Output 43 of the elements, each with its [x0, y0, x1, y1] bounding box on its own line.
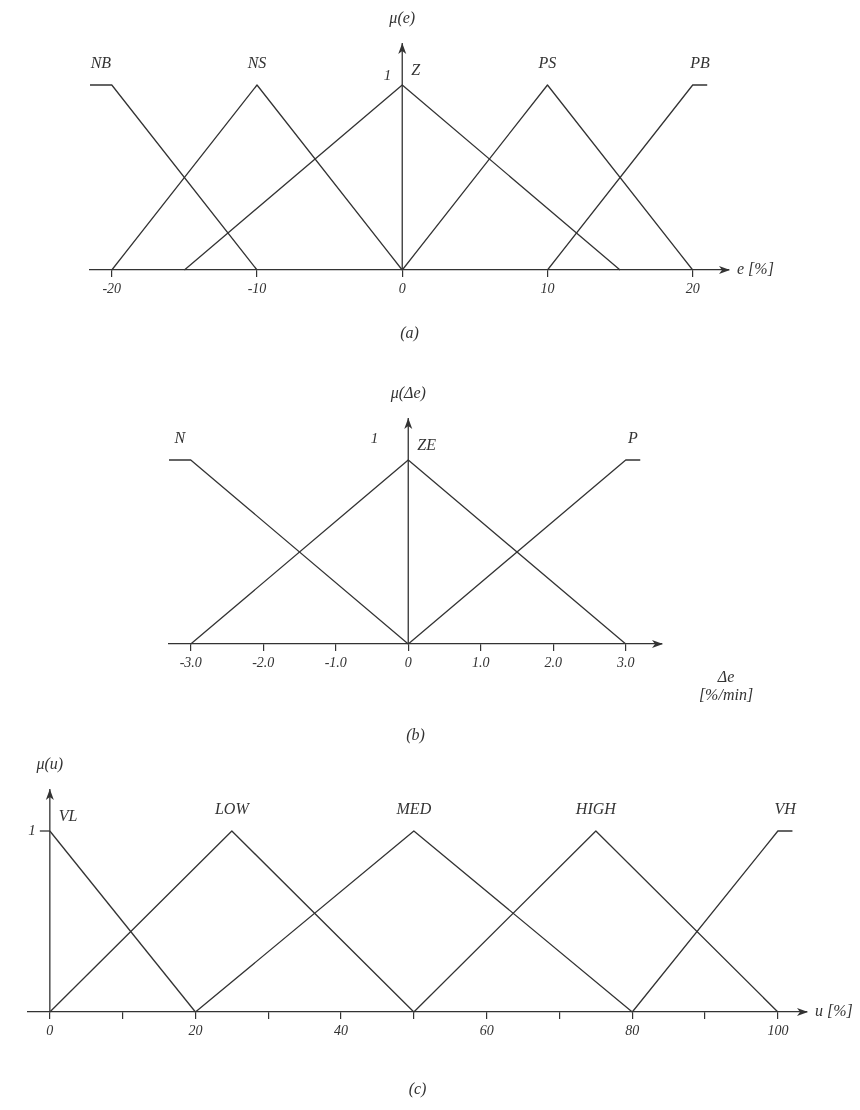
text: 1 [370, 429, 379, 446]
x-tick-label: 20 [188, 1023, 203, 1039]
x-tick-label: -2.0 [252, 655, 275, 671]
series-label: NS [246, 54, 267, 72]
x-tick-label: 40 [334, 1023, 349, 1039]
x-tick-label: 80 [625, 1023, 640, 1039]
legend-label: VL [58, 807, 78, 825]
x-axis-title: e [%] [737, 260, 774, 278]
x-tick-label: 60 [479, 1023, 494, 1039]
x-tick-label: 2.0 [544, 655, 562, 671]
text: (a) [400, 323, 419, 342]
series-label: VH [774, 800, 798, 818]
text: (c) [408, 1079, 427, 1098]
x-tick-label: 100 [767, 1023, 789, 1039]
series-label: LOW [213, 800, 251, 818]
x-tick-label: -1.0 [324, 655, 347, 671]
x-axis-title: Δe [%/min] [698, 668, 754, 704]
series-label: P [627, 429, 639, 447]
y-axis-title: μ(e) [388, 9, 416, 28]
y-axis-title: μ(u) [35, 755, 64, 774]
x-tick-label: 3.0 [616, 655, 635, 671]
x-tick-label: 1.0 [472, 655, 490, 671]
x-axis-title: u [%] [815, 1002, 853, 1020]
x-tick-label: 10 [540, 281, 555, 297]
x-tick-label: -3.0 [179, 655, 202, 671]
legend-label: Z [411, 61, 422, 79]
x-tick-label: -10 [247, 281, 267, 297]
series-label: MED [395, 800, 432, 818]
series-label: N [173, 429, 187, 447]
y-axis-title: μ(Δe) [389, 384, 426, 403]
series-label: HIGH [574, 800, 618, 818]
series-label: PS [537, 54, 557, 72]
series-label: NB [89, 54, 112, 72]
legend-label: ZE [417, 436, 437, 454]
x-tick-label: 0 [404, 655, 412, 671]
x-tick-label: 20 [685, 281, 700, 297]
series-label: PB [689, 54, 710, 72]
text: 1 [383, 66, 392, 83]
x-tick-label: 0 [398, 281, 406, 297]
x-tick-label: -20 [102, 281, 122, 297]
x-tick-label: 0 [46, 1023, 54, 1039]
text: (b) [406, 725, 425, 744]
annotation: 1 [28, 821, 36, 838]
